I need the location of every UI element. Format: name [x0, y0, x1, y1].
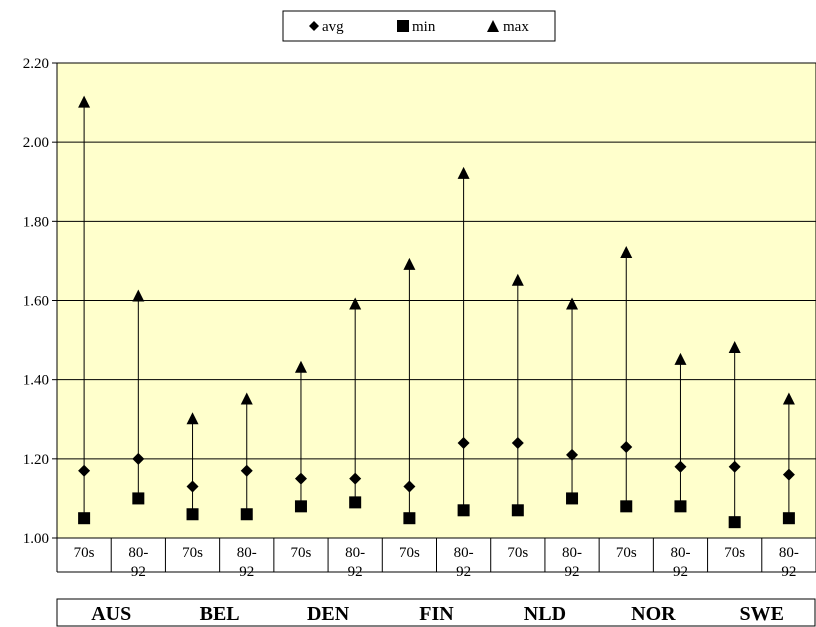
x-category-label: 80-92 — [779, 545, 799, 580]
x-group-label: AUS — [91, 603, 131, 625]
min-point — [674, 500, 687, 513]
x-category-label: 70s — [507, 545, 528, 561]
x-category-label: 80-92 — [237, 545, 257, 580]
min-point — [294, 500, 307, 513]
max-point — [78, 95, 91, 108]
x-group-label: NOR — [631, 603, 676, 625]
max-point — [728, 341, 741, 353]
max-point — [457, 166, 470, 179]
min-point — [240, 508, 253, 521]
y-tick-label: 1.60 — [23, 294, 49, 310]
avg-point — [782, 468, 795, 481]
y-tick-label: 1.00 — [23, 531, 49, 547]
max-point — [186, 412, 199, 425]
x-category-label: 80-92 — [454, 545, 474, 580]
range-lines — [83, 102, 790, 523]
x-category-label: 80-92 — [670, 545, 690, 580]
avg-point — [511, 437, 524, 449]
x-axis-categories: 70s 80-92 70s 80-92 70s 80-92 70s 80-92 70s 80-92… — [56, 538, 816, 580]
avg-point — [674, 460, 687, 473]
legend-max-marker — [487, 20, 499, 32]
x-group-label: DEN — [307, 603, 350, 625]
x-category-label: 80-92 — [562, 545, 582, 580]
y-tick-label: 1.40 — [23, 373, 49, 389]
min-point — [511, 504, 524, 517]
avg-point — [294, 472, 307, 485]
x-group-label: FIN — [419, 603, 454, 625]
avg-point — [186, 480, 199, 493]
avg-point — [349, 472, 362, 485]
max-point — [511, 273, 524, 286]
legend-avg-label: avg — [322, 19, 344, 35]
x-category-label: 70s — [74, 545, 95, 561]
legend-max-label: max — [503, 19, 529, 35]
y-tick-label: 1.80 — [23, 214, 49, 230]
avg-point — [132, 452, 145, 465]
avg-point — [78, 464, 91, 477]
y-tick-label: 2.00 — [23, 135, 49, 151]
max-point — [294, 360, 307, 373]
max-point — [349, 297, 362, 310]
min-point — [566, 492, 579, 505]
legend-min-label: min — [412, 19, 436, 35]
x-category-label: 70s — [399, 545, 420, 561]
x-group-label: BEL — [200, 603, 240, 625]
max-point — [403, 257, 416, 270]
x-group-label: NLD — [524, 603, 566, 625]
min-point — [132, 492, 145, 505]
x-category-label: 80-92 — [345, 545, 365, 580]
x-category-label: 70s — [724, 545, 745, 561]
min-point — [349, 496, 362, 509]
avg-point — [403, 480, 416, 493]
min-point — [782, 512, 795, 525]
x-category-label: 70s — [616, 545, 637, 561]
legend-box — [282, 10, 556, 42]
x-group-label: SWE — [740, 603, 784, 625]
x-category-label: 80-92 — [128, 545, 148, 580]
x-axis-groups: AUS BEL DEN FIN NLD NOR SWE — [56, 598, 816, 627]
gridlines — [57, 62, 816, 539]
min-point — [728, 516, 741, 529]
min-point — [403, 512, 416, 525]
min-point — [620, 500, 633, 513]
max-point — [566, 297, 579, 310]
y-tick-label: 1.20 — [23, 452, 49, 468]
avg-point — [240, 464, 253, 477]
min-point — [78, 512, 91, 525]
avg-point — [728, 460, 741, 473]
max-point — [132, 289, 145, 302]
min-point — [186, 508, 199, 521]
legend-avg-marker — [309, 21, 319, 31]
legend-min-marker — [397, 20, 409, 32]
max-point — [620, 246, 633, 258]
avg-point — [566, 448, 579, 461]
x-category-label: 70s — [182, 545, 203, 561]
max-point — [782, 392, 795, 405]
data-markers — [78, 95, 795, 529]
y-tick-label: 2.20 — [23, 56, 49, 72]
max-point — [674, 352, 687, 365]
min-point — [457, 504, 470, 517]
x-category-label: 70s — [291, 545, 312, 561]
y-axis: 1.00 1.20 1.40 1.60 1.80 2.00 2.20 — [23, 56, 57, 547]
group-label-box — [56, 598, 816, 627]
legend: avg min max — [282, 10, 556, 42]
avg-point — [620, 440, 633, 453]
max-point — [240, 392, 253, 405]
avg-point — [457, 437, 470, 449]
